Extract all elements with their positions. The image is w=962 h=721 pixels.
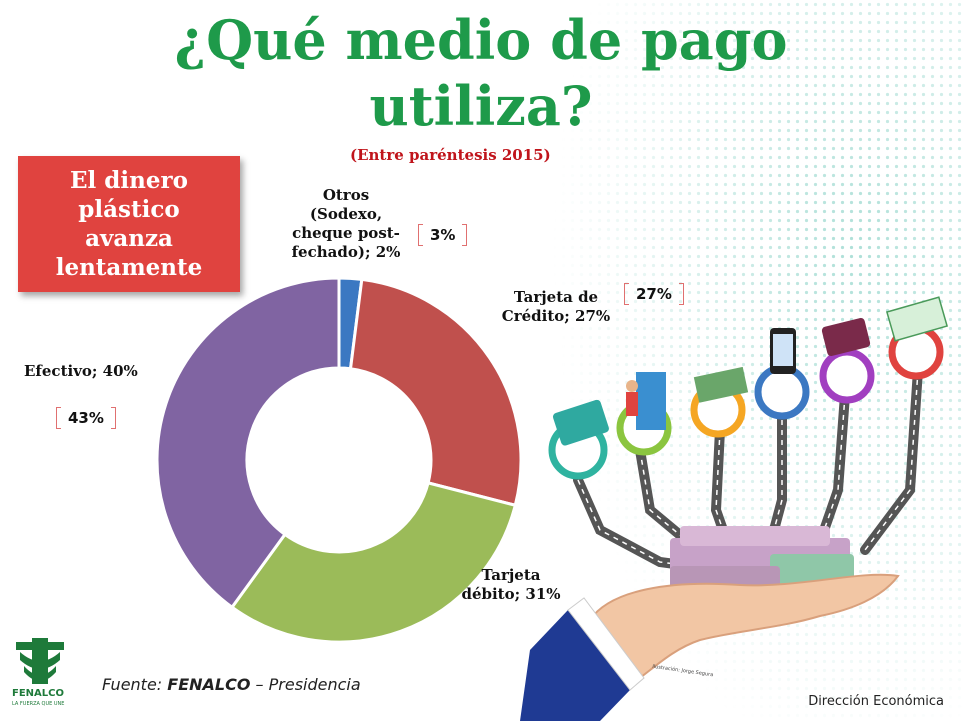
callout-line: plástico xyxy=(78,196,180,223)
page-title-line2: utiliza? xyxy=(369,74,593,138)
logo-tagline: LA FUERZA QUE UNE xyxy=(12,701,65,707)
callout-line: avanza xyxy=(85,225,173,252)
credit-card-icon xyxy=(548,399,609,480)
label-line: débito; 31% xyxy=(461,585,561,603)
label-line: Tarjeta de xyxy=(513,288,599,306)
donut-slice-debito xyxy=(229,481,518,644)
page-title-line1: ¿Qué medio de pago xyxy=(174,8,788,72)
hand xyxy=(589,573,900,687)
fenalco-logo xyxy=(16,638,64,684)
sleeve xyxy=(520,610,630,721)
cash-icon xyxy=(690,366,749,438)
footer-org: FENALCO xyxy=(167,675,251,694)
callout-line: El dinero xyxy=(70,167,188,194)
callout-box: El dinero plástico avanza lentamente xyxy=(18,156,240,292)
label-debito: Tarjeta débito; 31% xyxy=(456,566,566,604)
label-line: Otros xyxy=(322,186,370,204)
cuff xyxy=(567,597,645,691)
label-efectivo: Efectivo; 40% xyxy=(24,362,138,381)
mobile-phone-icon xyxy=(754,328,810,420)
prev-2015-otros: 3% xyxy=(418,224,468,246)
label-line: cheque post- xyxy=(292,224,400,242)
atm-icon xyxy=(616,372,672,456)
logo-name: FENALCO xyxy=(12,688,64,699)
label-line: fechado); 2% xyxy=(291,243,401,261)
source-footer: Fuente: FENALCO – Presidencia xyxy=(102,675,361,694)
footer-suffix: – Presidencia xyxy=(250,675,361,694)
label-credito: Tarjeta de Crédito; 27% xyxy=(492,288,620,326)
footer-prefix: Fuente: xyxy=(102,675,168,694)
label-line: (Sodexo, xyxy=(309,205,383,223)
label-line: Efectivo; 40% xyxy=(24,362,138,380)
department-name: Dirección Económica xyxy=(808,694,944,709)
cheque-icon xyxy=(885,296,949,380)
label-otros: Otros (Sodexo, cheque post- fechado); 2% xyxy=(276,186,416,262)
payment-methods-illustration xyxy=(520,296,949,721)
callout-line: lentamente xyxy=(55,254,203,281)
subtitle: (Entre paréntesis 2015) xyxy=(350,146,551,164)
label-line: Tarjeta xyxy=(481,566,541,584)
donut-slice-credito xyxy=(348,277,523,508)
card-payment-icon xyxy=(819,317,875,404)
prev-2015-credito: 27% xyxy=(624,283,684,305)
label-line: Crédito; 27% xyxy=(501,307,611,325)
prev-2015-efectivo: 43% xyxy=(56,407,116,429)
donut-slice-efectivo xyxy=(155,276,341,610)
